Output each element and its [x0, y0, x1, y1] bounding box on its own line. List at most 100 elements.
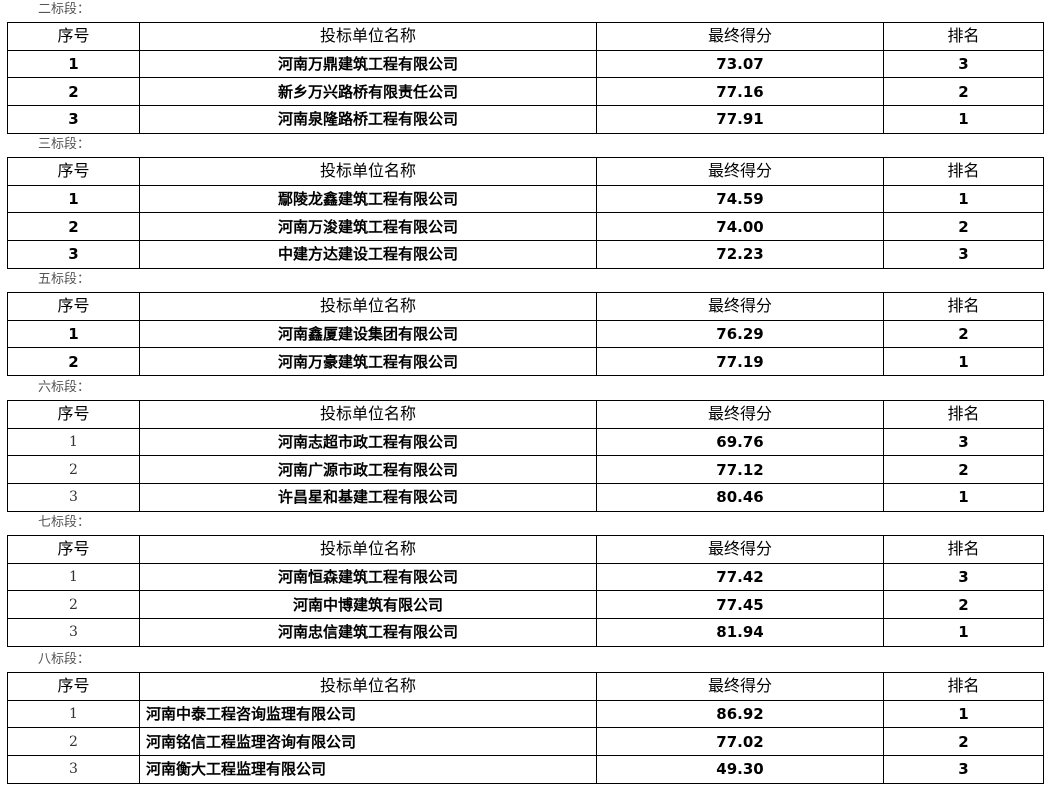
section-label: 八标段：: [38, 652, 91, 667]
header-rank: 排名: [883, 157, 1044, 186]
cell-bidder-name: 河南万豪建筑工程有限公司: [139, 347, 597, 377]
header-seq: 序号: [7, 672, 140, 701]
table-row: 3 河南忠信建筑工程有限公司 81.94 1: [7, 618, 1044, 647]
cell-score: 74.00: [596, 212, 884, 242]
cell-score: 77.91: [596, 105, 884, 134]
table-row: 3 河南衡大工程监理有限公司 49.30 3: [7, 755, 1044, 784]
header-seq: 序号: [7, 535, 140, 564]
cell-seq: 3: [7, 618, 140, 647]
header-name: 投标单位名称: [139, 535, 597, 564]
header-rank: 排名: [883, 292, 1044, 321]
table-row: 3 河南泉隆路桥工程有限公司 77.91 1: [7, 105, 1044, 134]
table-row: 1 河南鑫厦建设集团有限公司 76.29 2: [7, 319, 1044, 349]
header-name: 投标单位名称: [139, 292, 597, 321]
section-label: 二标段：: [38, 2, 91, 17]
cell-rank: 3: [883, 755, 1044, 784]
cell-rank: 1: [883, 699, 1044, 729]
cell-score: 76.29: [596, 319, 884, 349]
table-row: 1 河南志超市政工程有限公司 69.76 3: [7, 427, 1044, 457]
cell-seq: 3: [7, 483, 140, 512]
cell-bidder-name: 河南泉隆路桥工程有限公司: [139, 105, 597, 134]
header-score: 最终得分: [596, 292, 884, 321]
cell-rank: 2: [883, 77, 1044, 107]
header-seq: 序号: [7, 292, 140, 321]
cell-bidder-name: 河南中博建筑有限公司: [139, 590, 597, 620]
cell-bidder-name: 中建方达建设工程有限公司: [139, 240, 597, 269]
table-header-row: 序号 投标单位名称 最终得分 排名: [7, 535, 1044, 564]
cell-bidder-name: 河南志超市政工程有限公司: [139, 427, 597, 457]
cell-seq: 1: [7, 319, 140, 349]
cell-seq: 1: [7, 184, 140, 214]
cell-score: 74.59: [596, 184, 884, 214]
table-row: 2 河南铭信工程监理咨询有限公司 77.02 2: [7, 727, 1044, 757]
cell-seq: 1: [7, 49, 140, 79]
header-score: 最终得分: [596, 22, 884, 51]
cell-bidder-name: 河南广源市政工程有限公司: [139, 455, 597, 485]
table-row: 3 中建方达建设工程有限公司 72.23 3: [7, 240, 1044, 269]
cell-bidder-name: 河南铭信工程监理咨询有限公司: [139, 727, 597, 757]
cell-score: 86.92: [596, 699, 884, 729]
results-table: 序号 投标单位名称 最终得分 排名 1 河南中泰工程咨询监理有限公司 86.92…: [7, 672, 1044, 784]
section-label: 三标段：: [38, 137, 91, 152]
table-header-row: 序号 投标单位名称 最终得分 排名: [7, 22, 1044, 51]
section-label: 五标段：: [38, 272, 91, 287]
cell-score: 77.45: [596, 590, 884, 620]
results-table: 序号 投标单位名称 最终得分 排名 1 河南万鼎建筑工程有限公司 73.07 3…: [7, 22, 1044, 134]
cell-bidder-name: 新乡万兴路桥有限责任公司: [139, 77, 597, 107]
cell-seq: 1: [7, 699, 140, 729]
cell-score: 77.19: [596, 347, 884, 377]
cell-rank: 1: [883, 618, 1044, 647]
cell-rank: 3: [883, 240, 1044, 269]
header-seq: 序号: [7, 157, 140, 186]
cell-rank: 2: [883, 455, 1044, 485]
section-label: 六标段：: [38, 380, 91, 395]
section-label: 七标段：: [38, 515, 91, 530]
header-score: 最终得分: [596, 157, 884, 186]
table-header-row: 序号 投标单位名称 最终得分 排名: [7, 672, 1044, 701]
cell-seq: 1: [7, 562, 140, 592]
cell-rank: 2: [883, 590, 1044, 620]
header-seq: 序号: [7, 400, 140, 429]
results-table: 序号 投标单位名称 最终得分 排名 1 河南恒森建筑工程有限公司 77.42 3…: [7, 535, 1044, 647]
cell-score: 77.02: [596, 727, 884, 757]
cell-rank: 3: [883, 49, 1044, 79]
cell-score: 80.46: [596, 483, 884, 512]
cell-score: 49.30: [596, 755, 884, 784]
table-row: 1 河南恒森建筑工程有限公司 77.42 3: [7, 562, 1044, 592]
cell-seq: 2: [7, 77, 140, 107]
cell-score: 69.76: [596, 427, 884, 457]
cell-score: 73.07: [596, 49, 884, 79]
cell-score: 77.16: [596, 77, 884, 107]
table-header-row: 序号 投标单位名称 最终得分 排名: [7, 400, 1044, 429]
cell-rank: 1: [883, 105, 1044, 134]
cell-score: 72.23: [596, 240, 884, 269]
header-rank: 排名: [883, 22, 1044, 51]
cell-rank: 3: [883, 562, 1044, 592]
header-rank: 排名: [883, 535, 1044, 564]
header-name: 投标单位名称: [139, 22, 597, 51]
header-score: 最终得分: [596, 535, 884, 564]
results-table: 序号 投标单位名称 最终得分 排名 1 鄢陵龙鑫建筑工程有限公司 74.59 1…: [7, 157, 1044, 269]
cell-rank: 2: [883, 319, 1044, 349]
cell-seq: 2: [7, 455, 140, 485]
header-rank: 排名: [883, 672, 1044, 701]
header-score: 最终得分: [596, 672, 884, 701]
cell-bidder-name: 许昌星和基建工程有限公司: [139, 483, 597, 512]
table-row: 2 河南万浚建筑工程有限公司 74.00 2: [7, 212, 1044, 242]
cell-seq: 2: [7, 727, 140, 757]
cell-rank: 2: [883, 212, 1044, 242]
table-row: 1 河南万鼎建筑工程有限公司 73.07 3: [7, 49, 1044, 79]
header-name: 投标单位名称: [139, 157, 597, 186]
cell-bidder-name: 鄢陵龙鑫建筑工程有限公司: [139, 184, 597, 214]
header-name: 投标单位名称: [139, 672, 597, 701]
table-row: 1 河南中泰工程咨询监理有限公司 86.92 1: [7, 699, 1044, 729]
cell-bidder-name: 河南中泰工程咨询监理有限公司: [139, 699, 597, 729]
cell-rank: 3: [883, 427, 1044, 457]
cell-bidder-name: 河南万浚建筑工程有限公司: [139, 212, 597, 242]
cell-bidder-name: 河南忠信建筑工程有限公司: [139, 618, 597, 647]
cell-seq: 3: [7, 755, 140, 784]
cell-bidder-name: 河南鑫厦建设集团有限公司: [139, 319, 597, 349]
cell-seq: 2: [7, 590, 140, 620]
cell-seq: 2: [7, 212, 140, 242]
header-rank: 排名: [883, 400, 1044, 429]
